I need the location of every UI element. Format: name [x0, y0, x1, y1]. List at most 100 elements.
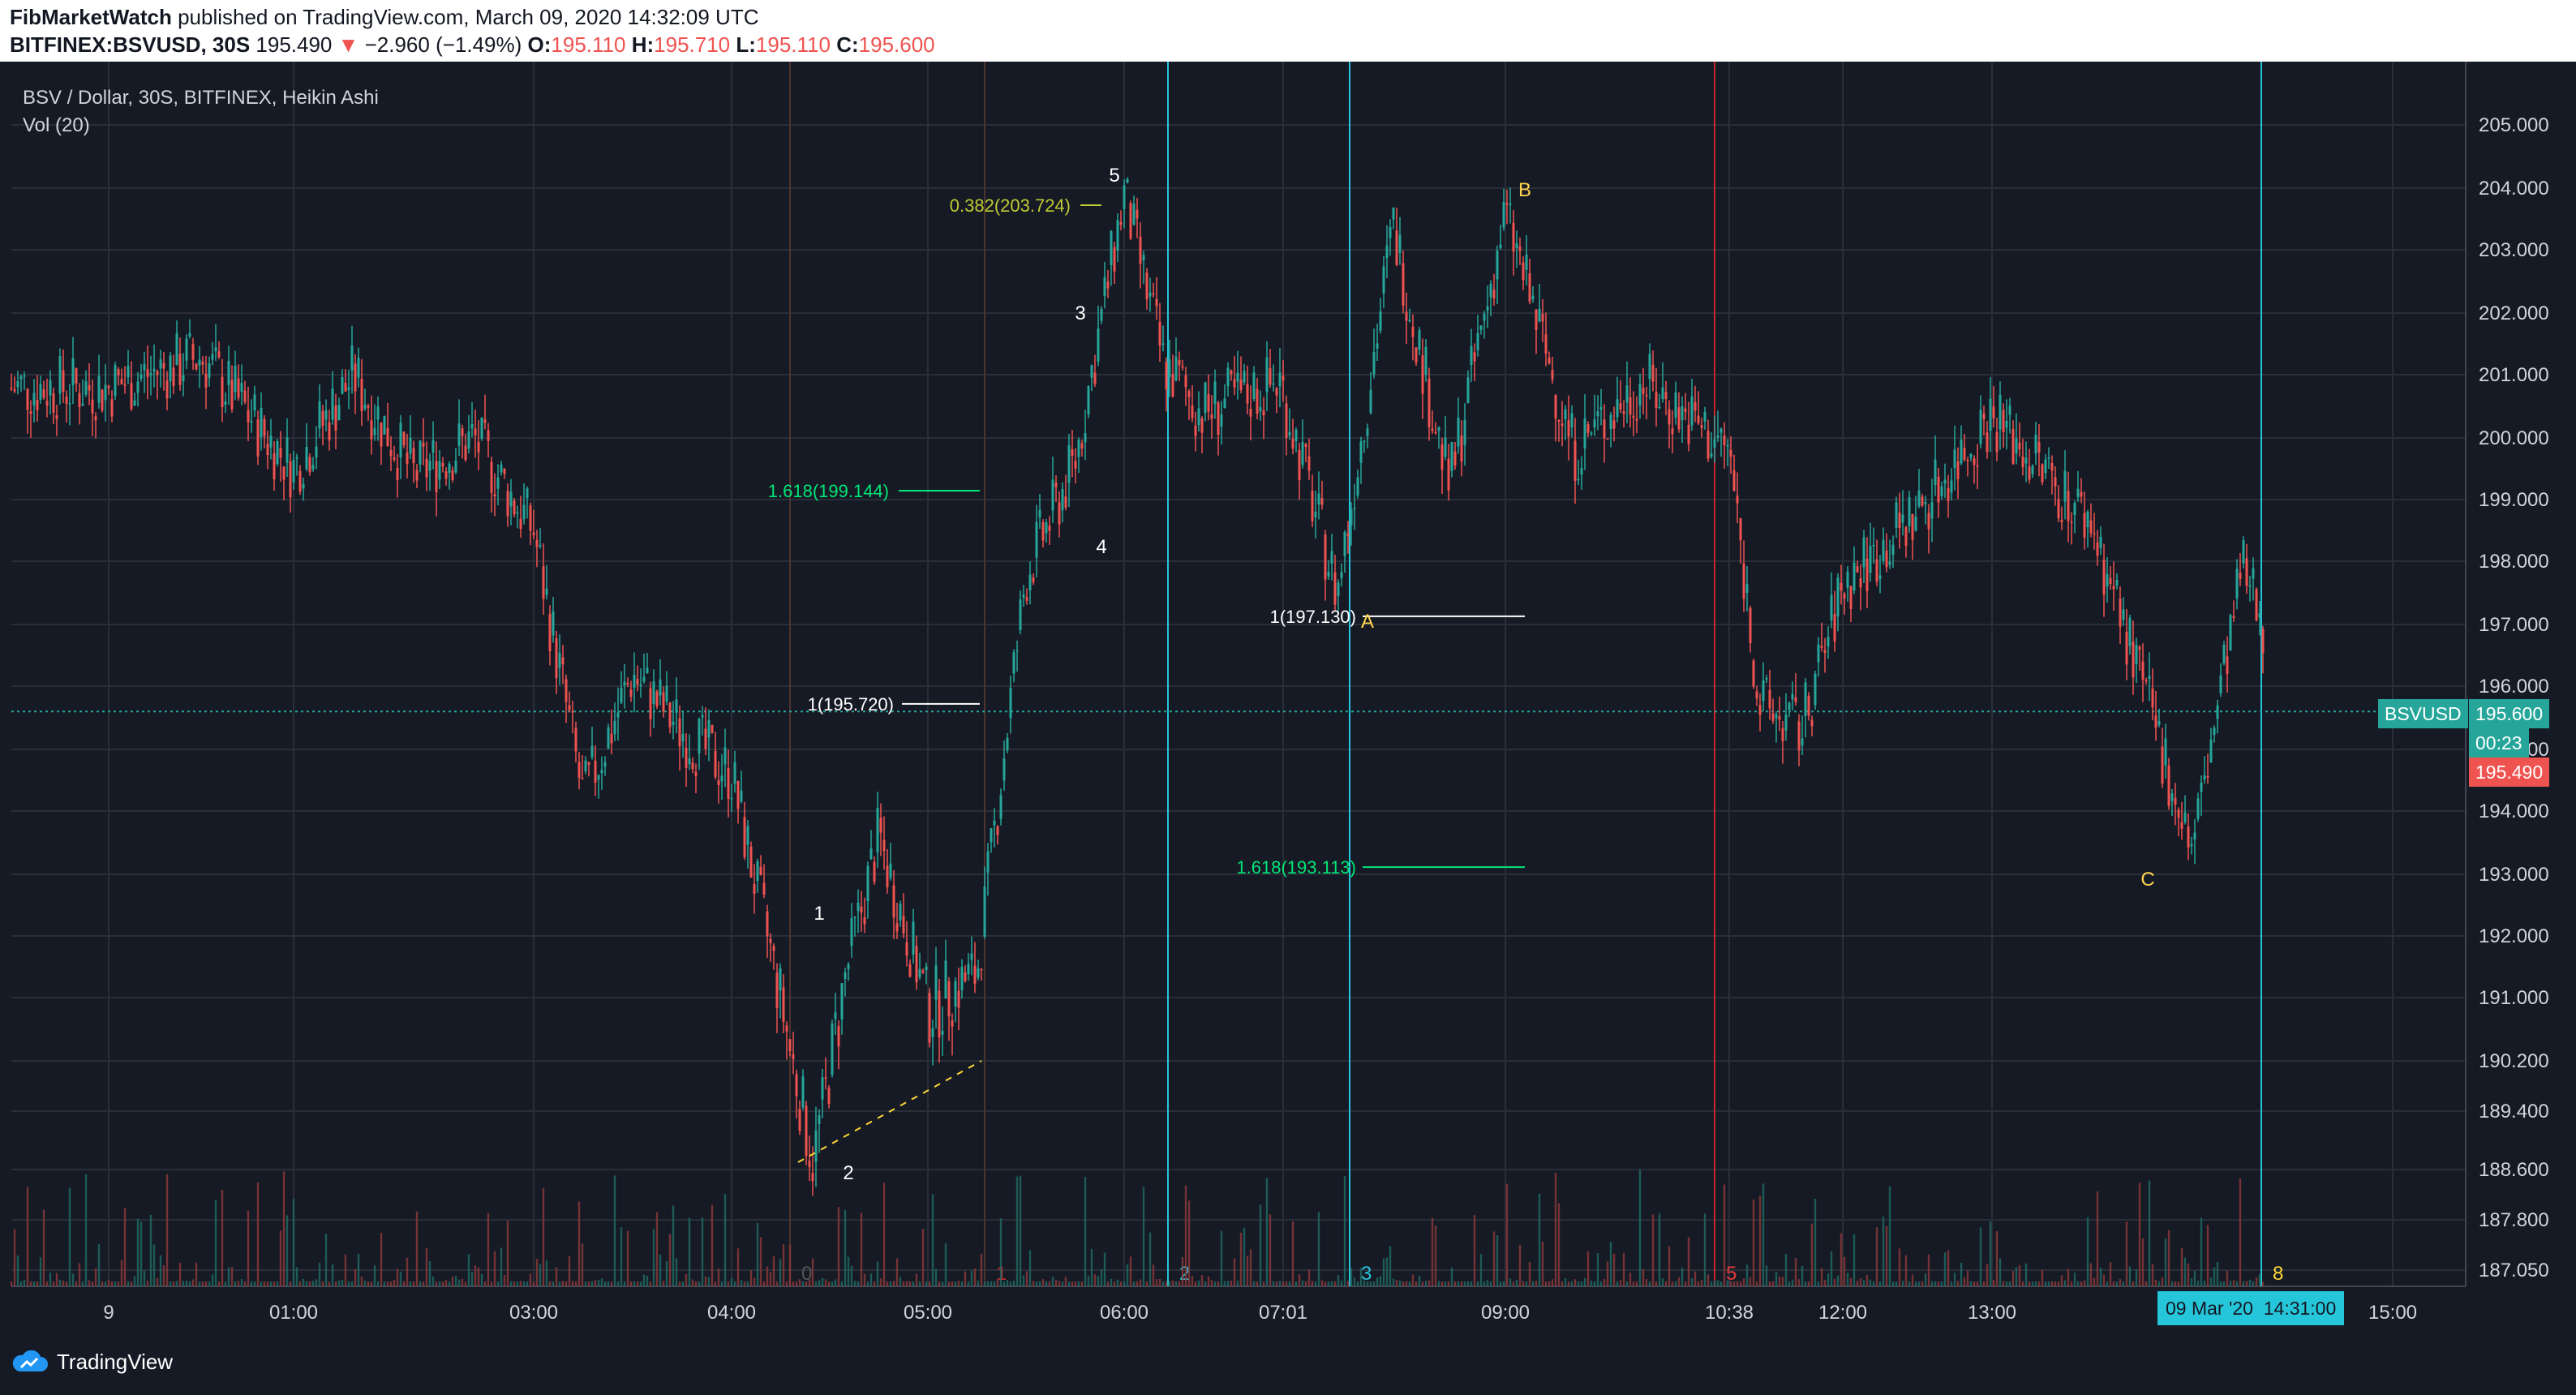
- volume-bar: [775, 1281, 779, 1286]
- wave-label: 5: [1109, 165, 1119, 187]
- volume-bar: [2109, 1262, 2112, 1286]
- volume-bar: [386, 1281, 389, 1286]
- price-tick-label: 203.000: [2479, 239, 2549, 261]
- volume-bar: [178, 1263, 182, 1286]
- author-name[interactable]: FibMarketWatch: [10, 5, 172, 29]
- volume-bar: [672, 1205, 675, 1286]
- candle-body: [1097, 328, 1100, 362]
- volume-bar: [1158, 1278, 1161, 1286]
- tradingview-logo[interactable]: TradingView: [11, 1350, 173, 1375]
- volume-bar: [1402, 1281, 1405, 1286]
- volume-bar: [1483, 1281, 1486, 1286]
- candle-body: [642, 676, 646, 682]
- candle-body: [1950, 480, 1953, 493]
- candle-body: [921, 970, 925, 973]
- volume-bar: [1067, 1281, 1071, 1286]
- volume-bar: [1119, 1281, 1123, 1286]
- volume-bar: [1522, 1281, 1525, 1286]
- volume-bar: [1956, 1281, 1960, 1286]
- last-price: 195.490: [255, 32, 333, 57]
- volume-bar: [857, 1281, 860, 1286]
- candle-body: [1415, 347, 1418, 363]
- volume-bar: [208, 1281, 211, 1286]
- candle-body: [980, 968, 983, 971]
- candle-body: [1356, 477, 1359, 496]
- candle-body: [367, 406, 370, 408]
- volume-bar: [2145, 1281, 2148, 1286]
- volume-bar: [668, 1234, 672, 1286]
- candle-body: [376, 406, 380, 420]
- volume-bar: [1609, 1242, 1612, 1286]
- volume-bar: [2161, 1277, 2164, 1286]
- candle-body: [1541, 314, 1544, 322]
- candle-body: [2154, 715, 2157, 728]
- candle-body: [1853, 562, 1856, 591]
- symbol-tag: BSVUSD: [2378, 699, 2468, 728]
- volume-bar: [616, 1281, 620, 1286]
- candle-body: [1236, 372, 1239, 382]
- candle-body: [1531, 295, 1535, 300]
- candle-body: [1943, 479, 1947, 484]
- volume-bar: [2063, 1280, 2067, 1286]
- candle-body: [639, 684, 642, 686]
- price-tick-label: 202.000: [2479, 303, 2549, 324]
- volume-bar: [68, 1187, 71, 1286]
- volume-bar: [1392, 1278, 1395, 1286]
- volume-bar: [769, 1272, 772, 1286]
- candle-body: [182, 375, 185, 381]
- candle-body: [2031, 466, 2034, 474]
- volume-bar: [97, 1244, 101, 1286]
- candle-body: [305, 447, 308, 470]
- open-value: 195.110: [551, 32, 626, 57]
- volume-bar: [821, 1277, 824, 1286]
- candle-body: [2067, 491, 2070, 522]
- candle-body: [2138, 646, 2141, 650]
- volume-bar: [1064, 1277, 1067, 1286]
- volume-bar: [762, 1281, 766, 1286]
- candle-body: [2037, 441, 2041, 453]
- candle-body: [1116, 220, 1119, 251]
- candle-body: [775, 972, 779, 1008]
- volume-bar: [2245, 1281, 2248, 1286]
- volume-bar: [941, 1281, 944, 1286]
- volume-bar: [2135, 1268, 2138, 1286]
- volume-bar: [1697, 1281, 1700, 1286]
- volume-bar: [2170, 1281, 2174, 1286]
- time-tick-label: 07:01: [1259, 1302, 1307, 1324]
- candle-body: [539, 545, 542, 547]
- volume-bar: [1155, 1279, 1158, 1286]
- volume-bar: [723, 1194, 727, 1286]
- volume-bar: [678, 1281, 681, 1286]
- candle-body: [1729, 449, 1732, 457]
- candle-body: [1590, 432, 1593, 435]
- volume-bar: [749, 1270, 753, 1286]
- volume-bar: [905, 1281, 908, 1286]
- volume-bar: [2232, 1280, 2235, 1286]
- candle-body: [311, 465, 315, 470]
- cursor-date: 09 Mar '20: [2166, 1298, 2253, 1319]
- volume-bar: [1447, 1281, 1450, 1286]
- volume-bar: [2213, 1267, 2216, 1286]
- candle-body: [52, 393, 55, 413]
- price-tick-label: 201.000: [2479, 364, 2549, 386]
- volume-bar: [1288, 1281, 1291, 1286]
- candle-body: [552, 611, 555, 636]
- price-chart[interactable]: 205.000 204.000 203.000 202.000 201.000 200.0…: [0, 62, 2576, 1335]
- volume-bar: [1875, 1227, 1878, 1286]
- chart-area[interactable]: 205.000 204.000 203.000 202.000 201.000 200.0…: [0, 62, 2576, 1335]
- legend-volume[interactable]: Vol (20): [23, 114, 90, 136]
- volume-bar: [1168, 1281, 1171, 1286]
- volume-bar: [506, 1220, 509, 1286]
- candle-body: [1246, 384, 1249, 404]
- volume-bar: [571, 1281, 574, 1286]
- volume-bar: [1969, 1281, 1973, 1286]
- volume-bar: [328, 1281, 331, 1286]
- volume-bar: [467, 1254, 470, 1286]
- price-tick-label: 199.000: [2479, 489, 2549, 511]
- candle-body: [1784, 714, 1788, 731]
- candle-body: [435, 461, 438, 492]
- candle-body: [2157, 721, 2161, 725]
- cloud-logo-icon: [12, 1350, 48, 1371]
- candle-body: [49, 380, 52, 396]
- candle-body: [1479, 325, 1483, 330]
